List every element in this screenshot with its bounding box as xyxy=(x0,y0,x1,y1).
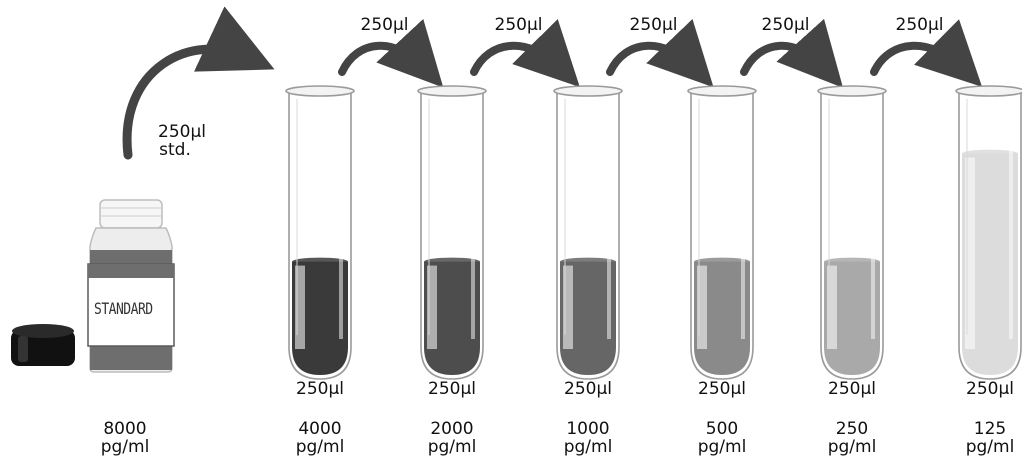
tube-liquid xyxy=(824,261,880,375)
tube-concentration-value: 2000 xyxy=(430,419,474,439)
stock-concentration-unit: pg/ml xyxy=(100,437,150,457)
tube-concentration-unit: pg/ml xyxy=(965,437,1015,457)
test-tube-6 xyxy=(955,85,1022,380)
transfer-arrow xyxy=(470,19,580,88)
test-tube-4 xyxy=(687,85,757,380)
tube-concentration-value: 500 xyxy=(705,419,739,439)
bottle-cap xyxy=(11,324,75,366)
transfer-arrow xyxy=(870,19,983,87)
tube-liquid xyxy=(424,261,480,375)
transfer-arrow xyxy=(338,18,444,88)
tube-concentration-unit: pg/ml xyxy=(295,437,345,457)
tube-volume-label: 250µl xyxy=(828,379,876,399)
tube-liquid xyxy=(962,153,1018,375)
transfer-arrow-first xyxy=(122,6,275,160)
test-tube-2 xyxy=(417,85,487,380)
tube-concentration-value: 125 xyxy=(973,419,1007,439)
test-tube-5 xyxy=(817,85,887,380)
tube-concentration-value: 4000 xyxy=(298,419,342,439)
first-transfer-note: std. xyxy=(159,140,191,160)
transfer-volume-label: 250µl xyxy=(494,15,543,35)
tube-concentration-unit: pg/ml xyxy=(697,437,747,457)
first-transfer-volume: 250µl xyxy=(158,122,206,142)
tube-concentration-value: 250 xyxy=(835,419,869,439)
transfer-volume-label: 250µl xyxy=(761,15,810,35)
bottle-label: STANDARD xyxy=(94,300,153,319)
tube-concentration-unit: pg/ml xyxy=(563,437,613,457)
test-tube-1 xyxy=(285,85,355,380)
tube-liquid xyxy=(292,261,348,375)
tube-volume-label: 250µl xyxy=(564,379,612,399)
transfer-arrow xyxy=(606,18,714,88)
stock-concentration-value: 8000 xyxy=(103,419,147,439)
transfer-volume-label: 250µl xyxy=(629,15,678,35)
tube-volume-label: 250µl xyxy=(428,379,476,399)
tube-concentration-unit: pg/ml xyxy=(827,437,877,457)
transfer-volume-label: 250µl xyxy=(895,15,944,35)
standard-bottle xyxy=(87,199,175,373)
tube-liquid xyxy=(694,261,750,375)
tube-volume-label: 250µl xyxy=(296,379,344,399)
test-tube-3 xyxy=(553,85,623,380)
transfer-volume-label: 250µl xyxy=(360,15,409,35)
tube-concentration-unit: pg/ml xyxy=(427,437,477,457)
tube-volume-label: 250µl xyxy=(698,379,746,399)
tube-liquid xyxy=(560,261,616,375)
transfer-arrow xyxy=(740,18,844,88)
tube-volume-label: 250µl xyxy=(966,379,1014,399)
tube-concentration-value: 1000 xyxy=(566,419,610,439)
